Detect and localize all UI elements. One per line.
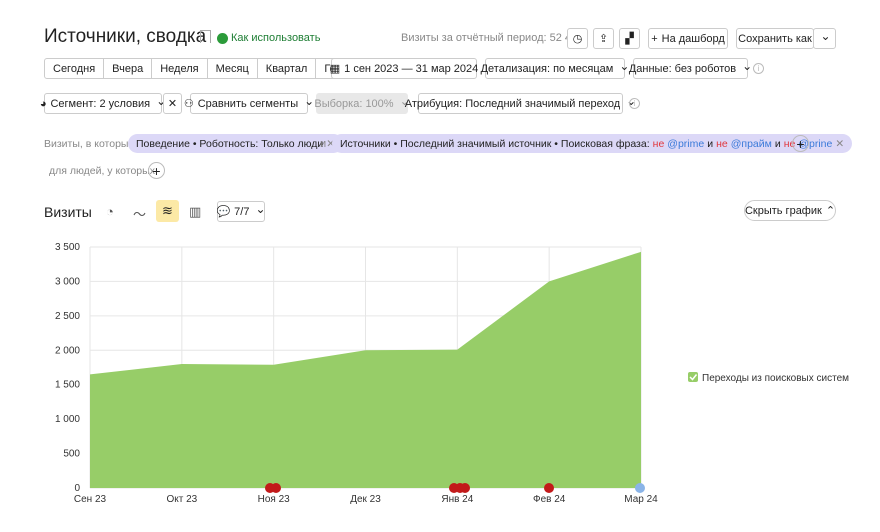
chart-title: Визиты	[44, 204, 92, 220]
chip-remove[interactable]: ✕	[835, 137, 845, 150]
bar-icon[interactable]: ▥	[189, 204, 202, 219]
filter-chip[interactable]: Источники • Последний значимый источник …	[332, 134, 853, 153]
period-button[interactable]: Сегодня	[53, 62, 96, 75]
x-tick-label: Фев 24	[533, 494, 566, 505]
legend-check	[689, 374, 698, 381]
x-tick-label: Мар 24	[624, 494, 658, 505]
pie-icon[interactable]: ◔	[106, 204, 114, 219]
y-tick-label: 0	[74, 483, 80, 494]
series-count: 7/7	[234, 205, 250, 218]
sample-button[interactable]: Выборка: 100%	[314, 93, 408, 114]
y-tick-label: 1 500	[55, 380, 80, 391]
attribution-button[interactable]: Атрибуция: Последний значимый переход	[405, 93, 623, 114]
chip-part: @прайм	[730, 137, 772, 150]
x-tick-label: Окт 23	[166, 494, 197, 505]
hide-chart-label: Скрыть график	[744, 204, 822, 217]
y-tick-label: 1 000	[55, 414, 80, 425]
x-tick-label: Дек 23	[350, 494, 381, 505]
save-button[interactable]: Сохранить как	[736, 28, 814, 49]
event-marker	[460, 483, 470, 493]
x-tick-label: Янв 24	[441, 494, 473, 505]
chip-part: и	[707, 137, 714, 150]
chip-part: не	[652, 137, 665, 150]
save-dropdown[interactable]	[813, 28, 836, 49]
event-marker	[271, 483, 281, 493]
x-tick-label: Ноя 23	[258, 494, 291, 505]
y-tick-label: 2 000	[55, 345, 80, 356]
chip-text: Поведение • Роботность: Только люди	[136, 137, 324, 150]
dashboard-button[interactable]: + На дашборд	[648, 28, 728, 49]
area	[90, 251, 641, 488]
compare-label: Сравнить сегменты	[197, 97, 299, 110]
event-marker	[544, 483, 554, 493]
sample-label: Выборка: 100%	[314, 97, 394, 110]
date-range: 1 сен 2023 — 31 мар 2024	[344, 62, 479, 75]
y-tick-label: 3 000	[55, 276, 80, 287]
date-range-button[interactable]: ▦ 1 сен 2023 — 31 мар 2024	[330, 58, 479, 79]
line-icon[interactable]: 〜	[133, 207, 147, 222]
detail-button[interactable]: Детализация: по месяцам	[481, 58, 625, 79]
info-icon: i	[629, 98, 640, 109]
y-tick-label: 3 500	[55, 242, 80, 253]
api-button[interactable]: ▞	[619, 28, 640, 49]
chip-part: Источники • Последний значимый источник …	[340, 137, 650, 150]
event-marker	[635, 483, 645, 493]
detail-label: Детализация: по месяцам	[480, 62, 614, 75]
add-people-filter[interactable]: +	[148, 162, 165, 179]
area-icon[interactable]: ≋	[156, 200, 179, 222]
filter-chip[interactable]: Поведение • Роботность: Только люди ✕	[128, 134, 344, 153]
visits-label: Визиты за отчётный период:	[401, 32, 547, 44]
help-link[interactable]: Как использовать	[231, 32, 321, 44]
series-button[interactable]: 💬 7/7	[216, 201, 265, 222]
add-filter[interactable]: +	[792, 135, 809, 152]
period-button[interactable]: Неделя	[151, 59, 206, 78]
history-button[interactable]: ◷	[567, 28, 588, 49]
period-button[interactable]: Месяц	[206, 59, 257, 78]
segment-label: Сегмент: 2 условия	[50, 97, 151, 110]
help-icon	[217, 33, 228, 44]
period-group: СегодняВчераНеделяМесяцКварталГод	[44, 58, 351, 79]
x-tick-label: Сен 23	[74, 494, 107, 505]
chip-part: не	[716, 137, 728, 150]
filter-joiner: и	[320, 138, 327, 150]
data-mode-label: Данные: без роботов	[628, 62, 737, 75]
y-tick-label: 2 500	[55, 311, 80, 322]
people-prefix: для людей, у которых	[49, 165, 155, 177]
chip-part: не	[783, 137, 796, 150]
period-button[interactable]: Вчера	[103, 59, 151, 78]
export-button[interactable]: ⇪	[593, 28, 614, 49]
legend-label: Переходы из поисковых систем	[702, 373, 849, 384]
period-button[interactable]: Квартал	[256, 59, 316, 78]
filter-prefix: Визиты, в которых	[44, 138, 134, 150]
legend-swatch	[688, 372, 698, 382]
hide-chart-button[interactable]: Скрыть график ⌃	[744, 200, 836, 221]
segment-clear[interactable]: ✕	[163, 93, 182, 114]
event-markers	[265, 483, 645, 493]
bookmark-icon[interactable]	[200, 30, 211, 43]
chip-part: и	[774, 137, 781, 150]
segment-button[interactable]: ◕ Сегмент: 2 условия	[40, 93, 162, 114]
y-tick-label: 500	[63, 449, 80, 460]
page-title: Источники, сводка	[44, 26, 207, 47]
data-mode-button[interactable]: Данные: без роботов	[629, 58, 748, 79]
chip-part: @prime	[667, 137, 705, 150]
info-icon: i	[753, 63, 764, 74]
dashboard-label: На дашборд	[661, 32, 725, 45]
attribution-label: Атрибуция: Последний значимый переход	[404, 97, 621, 110]
